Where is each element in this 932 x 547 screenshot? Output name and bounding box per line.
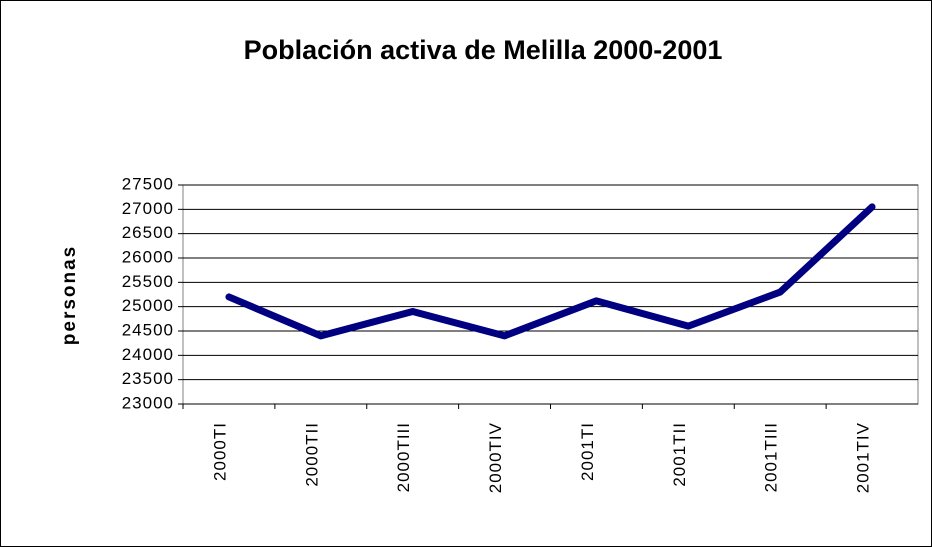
y-tick-label: 25500 xyxy=(122,272,174,291)
x-tick-label: 2001TII xyxy=(670,422,689,487)
plot-area xyxy=(182,184,919,405)
y-tick-label: 23500 xyxy=(122,369,174,388)
y-tick-label: 23000 xyxy=(122,393,174,412)
y-tick-label: 24000 xyxy=(122,345,174,364)
y-axis-label: personas xyxy=(59,245,80,345)
x-tick-label: 2000TIII xyxy=(394,422,413,492)
y-tick-label: 25000 xyxy=(122,296,174,315)
y-tick-label: 26000 xyxy=(122,247,174,266)
chart-title: Población activa de Melilla 2000-2001 xyxy=(244,35,723,65)
x-tick-label: 2001TIV xyxy=(854,422,873,493)
y-tick-label: 27500 xyxy=(122,174,174,193)
x-tick-label: 2001TIII xyxy=(762,422,781,492)
x-tick-label: 2000TII xyxy=(302,422,321,487)
data-line xyxy=(225,203,876,340)
y-tick-label: 26500 xyxy=(122,223,174,242)
y-tick-label: 24500 xyxy=(122,320,174,339)
y-tick-label: 27000 xyxy=(122,199,174,218)
x-tick-label: 2000TI xyxy=(210,422,229,481)
x-tick-label: 2001TI xyxy=(578,422,597,481)
x-tick-label: 2000TIV xyxy=(486,422,505,493)
